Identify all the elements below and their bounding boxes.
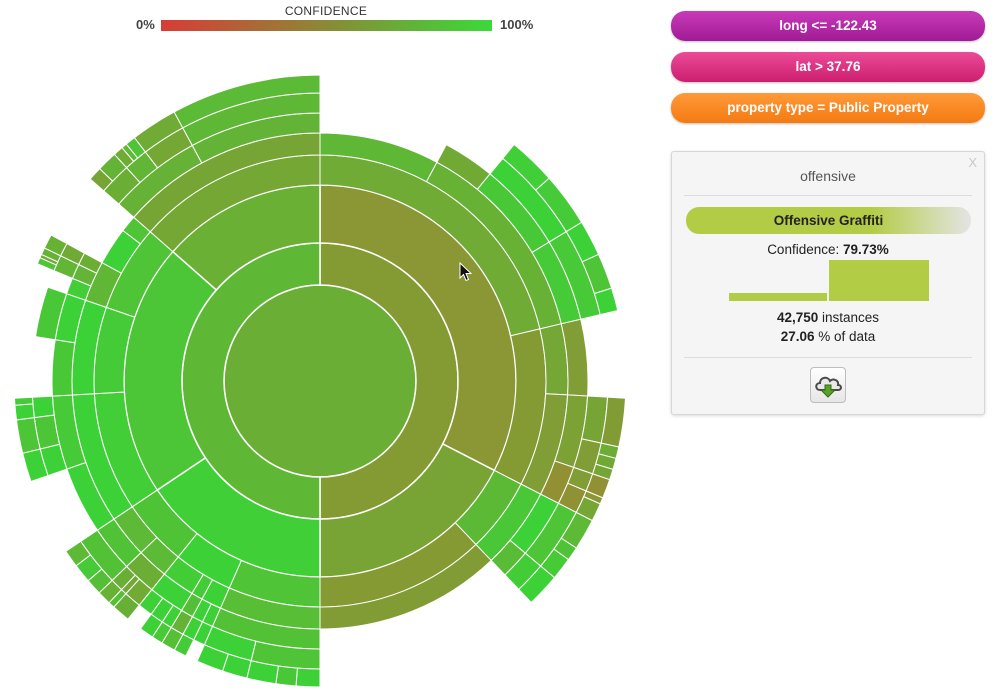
- instances-text: 42,750 instances: [672, 310, 984, 325]
- sunburst-segment[interactable]: [593, 287, 619, 316]
- legend-gradient-bar: [161, 20, 492, 31]
- cloud-download-icon: [815, 376, 842, 398]
- percent-label: % of data: [814, 329, 876, 344]
- distribution-bar-prediction: [829, 260, 929, 301]
- filter-latitude[interactable]: lat > 37.76: [671, 52, 985, 82]
- sunburst-segment[interactable]: [275, 665, 298, 687]
- node-field-name: offensive: [800, 168, 856, 184]
- divider: [684, 195, 972, 196]
- sunburst-segment[interactable]: [173, 74, 321, 129]
- legend-title: CONFIDENCE: [284, 4, 368, 18]
- sunburst-segment[interactable]: [51, 339, 76, 397]
- sunburst-segment[interactable]: [65, 540, 92, 567]
- sunburst-segment[interactable]: [43, 234, 68, 257]
- instances-value: 42,750: [776, 310, 819, 325]
- confidence-value: 79.73%: [843, 242, 889, 257]
- prediction-badge: Offensive Graffiti: [686, 207, 971, 234]
- node-detail-panel: X offensive Offensive Graffiti Confidenc…: [671, 151, 985, 415]
- filter-property-type[interactable]: property type = Public Property: [671, 93, 985, 123]
- confidence-legend: CONFIDENCE 0% 100%: [0, 0, 680, 40]
- filter-longitude[interactable]: long <= -122.43: [671, 11, 985, 41]
- confidence-text: Confidence: 79.73%: [672, 242, 984, 257]
- download-button[interactable]: [810, 367, 846, 403]
- sunburst-segment[interactable]: [518, 565, 556, 604]
- close-button[interactable]: X: [968, 155, 977, 170]
- percent-value: 27.06: [780, 329, 815, 344]
- sunburst-root[interactable]: [223, 284, 417, 478]
- sunburst-segment[interactable]: [295, 667, 321, 688]
- confidence-label: Confidence:: [767, 242, 843, 257]
- divider: [684, 357, 972, 358]
- distribution-bar-other: [729, 293, 827, 301]
- legend-min-label: 0%: [136, 17, 155, 32]
- sunburst-segment[interactable]: [31, 395, 55, 419]
- instances-label: instances: [818, 310, 880, 325]
- sunburst-segment[interactable]: [13, 396, 34, 406]
- legend-max-label: 100%: [500, 17, 534, 32]
- filter-list: long <= -122.43 lat > 37.76 property typ…: [671, 11, 985, 134]
- sunburst-segment[interactable]: [14, 403, 35, 421]
- mouse-pointer-icon: [459, 262, 473, 282]
- sunburst-chart[interactable]: [0, 0, 660, 694]
- percent-text: 27.06 % of data: [672, 329, 984, 344]
